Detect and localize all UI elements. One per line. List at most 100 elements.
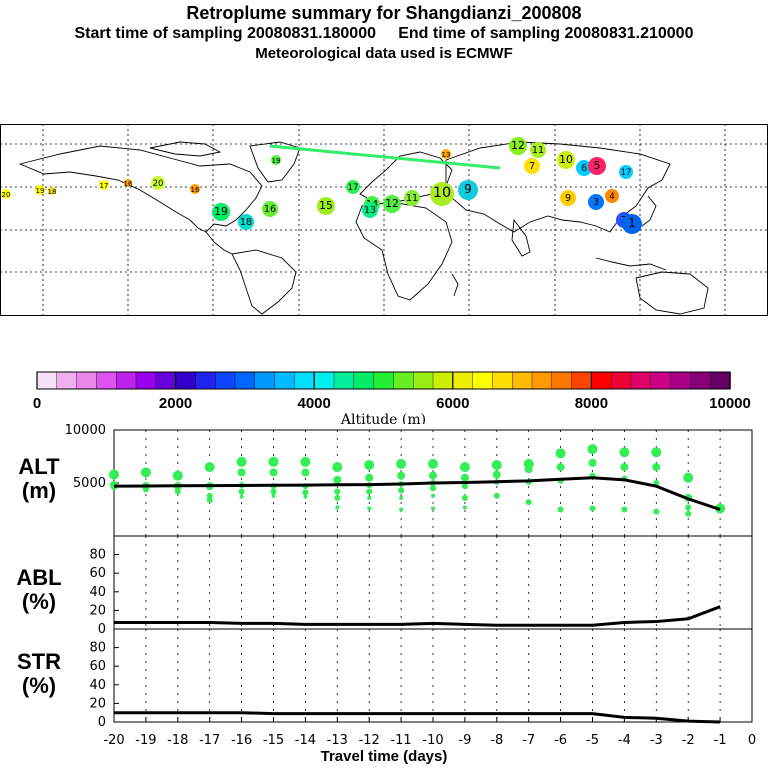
south-america (231, 249, 297, 315)
x-tick-label: 0 (748, 733, 756, 748)
plume-marker (262, 201, 278, 217)
panel-frame (113, 535, 753, 630)
plume-marker (271, 155, 281, 165)
altitude-scatter-point (556, 463, 565, 472)
altitude-scatter-point (174, 488, 181, 495)
plume-day-label: 16 (124, 180, 133, 188)
plume-marker (212, 203, 230, 221)
altitude-scatter-point (525, 499, 532, 506)
plume-marker (605, 189, 619, 203)
altitude-scatter-point (430, 485, 436, 492)
colorbar-swatch (294, 371, 315, 390)
plume-markers: 2019181716201619181615171413121110912111… (1, 137, 642, 234)
x-tick-label: -6 (554, 733, 567, 748)
altitude-scatter-point (652, 463, 661, 472)
colorbar-swatch (96, 371, 117, 390)
series-line (113, 476, 721, 511)
met-data-line: Meteorological data used is ECMWF (255, 45, 513, 62)
colorbar-swatch (254, 371, 276, 390)
colorbar-tick-label: 10000 (709, 395, 751, 412)
altitude-scatter-point (269, 468, 278, 477)
altitude-scatter-point (685, 510, 692, 517)
x-tick-label: -17 (199, 733, 220, 748)
x-tick-label: -20 (103, 733, 124, 748)
altitude-scatter-point (302, 489, 309, 496)
asia (445, 141, 671, 233)
plume-day-label: 16 (191, 186, 200, 194)
colorbar-tick-label: 2000 (159, 395, 192, 412)
altitude-scatter-point (364, 459, 375, 470)
world-map: 2019181716201619181615171413121110912111… (0, 124, 768, 316)
colorbar-swatch (512, 371, 533, 390)
colorbar-swatch (333, 371, 355, 390)
altitude-scatter-point (206, 496, 213, 503)
colorbar-swatch (630, 371, 652, 390)
plume-day-label: 16 (264, 204, 276, 215)
altitude-scatter-point (524, 465, 533, 474)
plume-marker (530, 142, 546, 158)
altitude-scatter-point (334, 488, 341, 495)
plume-day-label: 7 (529, 161, 535, 172)
colorbar-swatch (670, 371, 692, 390)
plume-day-label: 13 (442, 151, 451, 159)
plume-day-label: 4 (609, 191, 614, 201)
colorbar-swatch (314, 371, 335, 390)
colorbar-swatch (234, 371, 256, 390)
colorbar-swatch (452, 371, 474, 390)
y-tick-label: 20 (89, 603, 106, 618)
alt-unit-text: (m) (21, 478, 57, 503)
plume-day-label: 15 (319, 199, 333, 212)
plume-day-label: 11 (532, 145, 544, 156)
y-tick-label: 10000 (65, 424, 106, 438)
altitude-scatter-point (303, 494, 308, 499)
altitude-scatter-point (332, 462, 343, 473)
x-tick-label: -5 (586, 733, 599, 748)
plume-day-label: 17 (348, 182, 359, 192)
altitude-scatter-point (140, 467, 151, 478)
colorbar-swatch (76, 371, 98, 390)
altitude-scatter-point (333, 475, 342, 484)
altitude-scatter-point (619, 447, 630, 458)
alt-label-text: ALT (18, 454, 60, 479)
colorbar-swatch (571, 371, 593, 390)
altitude-colorbar: 0 2000 4000 6000 8000 10000 Altitude (m) (33, 371, 751, 424)
altitude-scatter-point (204, 462, 215, 473)
colorbar-tick-label: 0 (33, 395, 41, 412)
altitude-scatter-point (620, 463, 629, 472)
panel-frame (113, 628, 753, 723)
colorbar-swatch (432, 371, 454, 390)
colorbar-swatch (115, 371, 137, 390)
x-axis-label: Travel time (days) (320, 748, 448, 765)
plume-marker (190, 184, 200, 194)
altitude-scatter-point (587, 444, 598, 455)
altitude-scatter-point (428, 458, 438, 469)
altitude-scatter-point (236, 456, 247, 467)
colorbar-swatch (214, 371, 236, 390)
colorbar-swatch (155, 371, 177, 390)
colorbar-swatch (195, 371, 216, 390)
canadian-arctic (149, 141, 222, 157)
plume-marker (317, 197, 335, 215)
colorbar-swatch (611, 371, 632, 390)
x-tick-label: -15 (263, 733, 284, 748)
altitude-scatter-point (237, 468, 246, 477)
alt-panel-label: ALT (m) (4, 455, 74, 503)
colorbar-axis-label: Altitude (m) (340, 412, 426, 424)
altitude-scatter-point (365, 473, 374, 482)
x-tick-label: -10 (422, 733, 443, 748)
altitude-scatter-point (492, 470, 501, 479)
colorbar-swatch (353, 371, 375, 390)
altitude-scatter-point (172, 470, 183, 481)
colorbar-swatch (393, 371, 414, 390)
india (511, 218, 531, 257)
plume-marker (383, 195, 401, 213)
altitude-scatter-point (685, 504, 692, 511)
plume-marker (622, 214, 642, 234)
series-line (114, 605, 721, 627)
altitude-scatter-point (397, 471, 406, 480)
y-tick-label: 80 (89, 548, 106, 563)
altitude-scatter-point (557, 506, 564, 513)
plume-day-label: 12 (511, 139, 525, 152)
x-tick-label: -7 (522, 733, 535, 748)
